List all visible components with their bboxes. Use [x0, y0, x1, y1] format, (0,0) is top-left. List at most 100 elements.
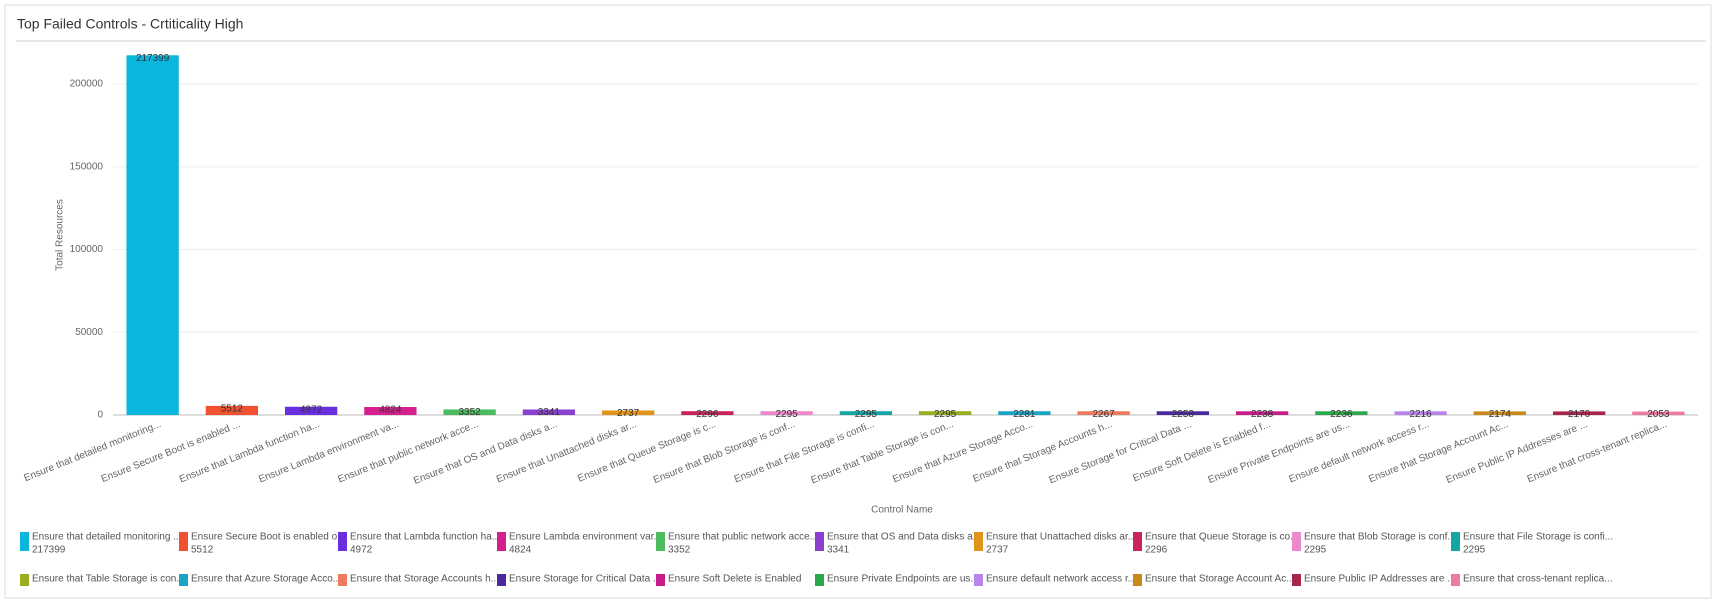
legend-value: 217399	[32, 545, 66, 556]
legend-swatch	[815, 532, 824, 551]
legend-label: Ensure that Storage Accounts h...	[350, 574, 499, 585]
value-label: 2737	[617, 408, 640, 419]
legend-label: Ensure that Lambda function ha...	[350, 532, 500, 543]
legend-label: Ensure that public network acce...	[668, 532, 818, 543]
legend-swatch	[20, 574, 29, 586]
y-tick-label: 200000	[70, 79, 104, 90]
legend-swatch	[497, 532, 506, 551]
value-label: 3352	[459, 407, 482, 418]
legend-swatch	[1292, 532, 1301, 551]
legend-swatch	[1133, 574, 1142, 586]
value-label: 3341	[538, 407, 561, 418]
bar	[1394, 411, 1447, 415]
bar	[918, 411, 972, 415]
legend-value: 3352	[668, 545, 691, 556]
value-label: 2295	[776, 409, 799, 420]
legend-value: 3341	[827, 545, 850, 556]
legend-label: Ensure Soft Delete is Enabled	[668, 574, 801, 585]
value-label: 2281	[1013, 409, 1036, 420]
legend-swatch	[338, 532, 347, 551]
legend-label: Ensure Storage for Critical Data ...	[509, 574, 661, 585]
bar	[681, 411, 734, 415]
value-label: 2170	[1568, 409, 1591, 420]
legend-label: Ensure that Blob Storage is conf...	[1304, 532, 1456, 543]
legend-label: Ensure default network access r...	[986, 574, 1136, 585]
legend-value: 4824	[509, 545, 532, 556]
legend-swatch	[974, 574, 983, 586]
legend-label: Ensure that Table Storage is con...	[32, 574, 185, 585]
bar	[601, 410, 655, 415]
y-tick-label: 50000	[75, 327, 103, 338]
legend-swatch	[1133, 532, 1142, 551]
legend-swatch	[815, 574, 824, 586]
legend-label: Ensure that Storage Account Ac...	[1145, 574, 1295, 585]
legend-label: Ensure that OS and Data disks a...	[827, 532, 981, 543]
bar	[998, 411, 1051, 415]
y-tick-label: 0	[97, 410, 103, 421]
legend-swatch	[1451, 574, 1460, 586]
value-label: 217399	[136, 53, 170, 64]
legend-label: Ensure that File Storage is confi...	[1463, 532, 1613, 543]
value-label: 2295	[855, 409, 878, 420]
value-label: 2238	[1251, 409, 1274, 420]
bar	[126, 55, 179, 416]
legend-swatch	[497, 574, 506, 586]
legend-label: Ensure Public IP Addresses are ...	[1304, 574, 1456, 585]
value-label: 2267	[1093, 409, 1116, 420]
legend-value: 2296	[1145, 545, 1168, 556]
y-axis-title: Total Resources	[55, 199, 66, 271]
x-axis-title: Control Name	[871, 505, 933, 516]
value-label: 2236	[1330, 409, 1353, 420]
legend-label: Ensure Lambda environment var...	[509, 532, 662, 543]
legend-swatch	[1292, 574, 1301, 586]
value-label: 2053	[1647, 409, 1670, 420]
legend-label: Ensure that detailed monitoring ...	[32, 532, 182, 543]
legend-swatch	[20, 532, 29, 551]
card	[4, 4, 1712, 599]
legend-label: Ensure that Unattached disks ar...	[986, 532, 1136, 543]
bar	[522, 409, 576, 415]
value-label: 2253	[1172, 409, 1195, 420]
legend-value: 2295	[1304, 545, 1327, 556]
legend-label: Ensure that Azure Storage Acco...	[191, 574, 341, 585]
bar	[1156, 411, 1210, 415]
legend-swatch	[338, 574, 347, 586]
legend-value: 4972	[350, 545, 373, 556]
legend-swatch	[179, 574, 188, 586]
legend-swatch	[974, 532, 983, 551]
legend-label: Ensure Secure Boot is enabled o...	[191, 532, 346, 543]
bar	[205, 405, 259, 415]
legend-label: Ensure that Queue Storage is co...	[1145, 532, 1298, 543]
bar	[443, 409, 496, 415]
legend-value: 2737	[986, 545, 1009, 556]
value-label: 2296	[696, 409, 719, 420]
bar	[1632, 411, 1685, 415]
value-label: 2174	[1489, 409, 1512, 420]
legend-swatch	[656, 532, 665, 551]
legend-value: 2295	[1463, 545, 1486, 556]
legend-swatch	[179, 532, 188, 551]
value-label: 5512	[221, 404, 244, 415]
bar	[1552, 411, 1606, 415]
bar	[760, 411, 813, 415]
legend-swatch	[656, 574, 665, 586]
value-label: 2295	[934, 409, 957, 420]
y-tick-label: 150000	[70, 161, 104, 172]
bar	[1315, 411, 1368, 415]
bar	[364, 407, 417, 415]
bar	[284, 406, 338, 415]
value-label: 4824	[379, 405, 402, 416]
bar	[1077, 411, 1130, 415]
legend-swatch	[1451, 532, 1460, 551]
legend-value: 5512	[191, 545, 214, 556]
value-label: 2216	[1410, 409, 1433, 420]
y-tick-label: 100000	[70, 244, 104, 255]
legend-label: Ensure Private Endpoints are us...	[827, 574, 979, 585]
bar	[1235, 411, 1289, 415]
chart-title: Top Failed Controls - Crtiticality High	[17, 16, 243, 32]
legend-label: Ensure that cross-tenant replica...	[1463, 574, 1613, 585]
bar	[1473, 411, 1527, 415]
value-label: 4972	[300, 404, 323, 415]
bar	[839, 411, 893, 415]
